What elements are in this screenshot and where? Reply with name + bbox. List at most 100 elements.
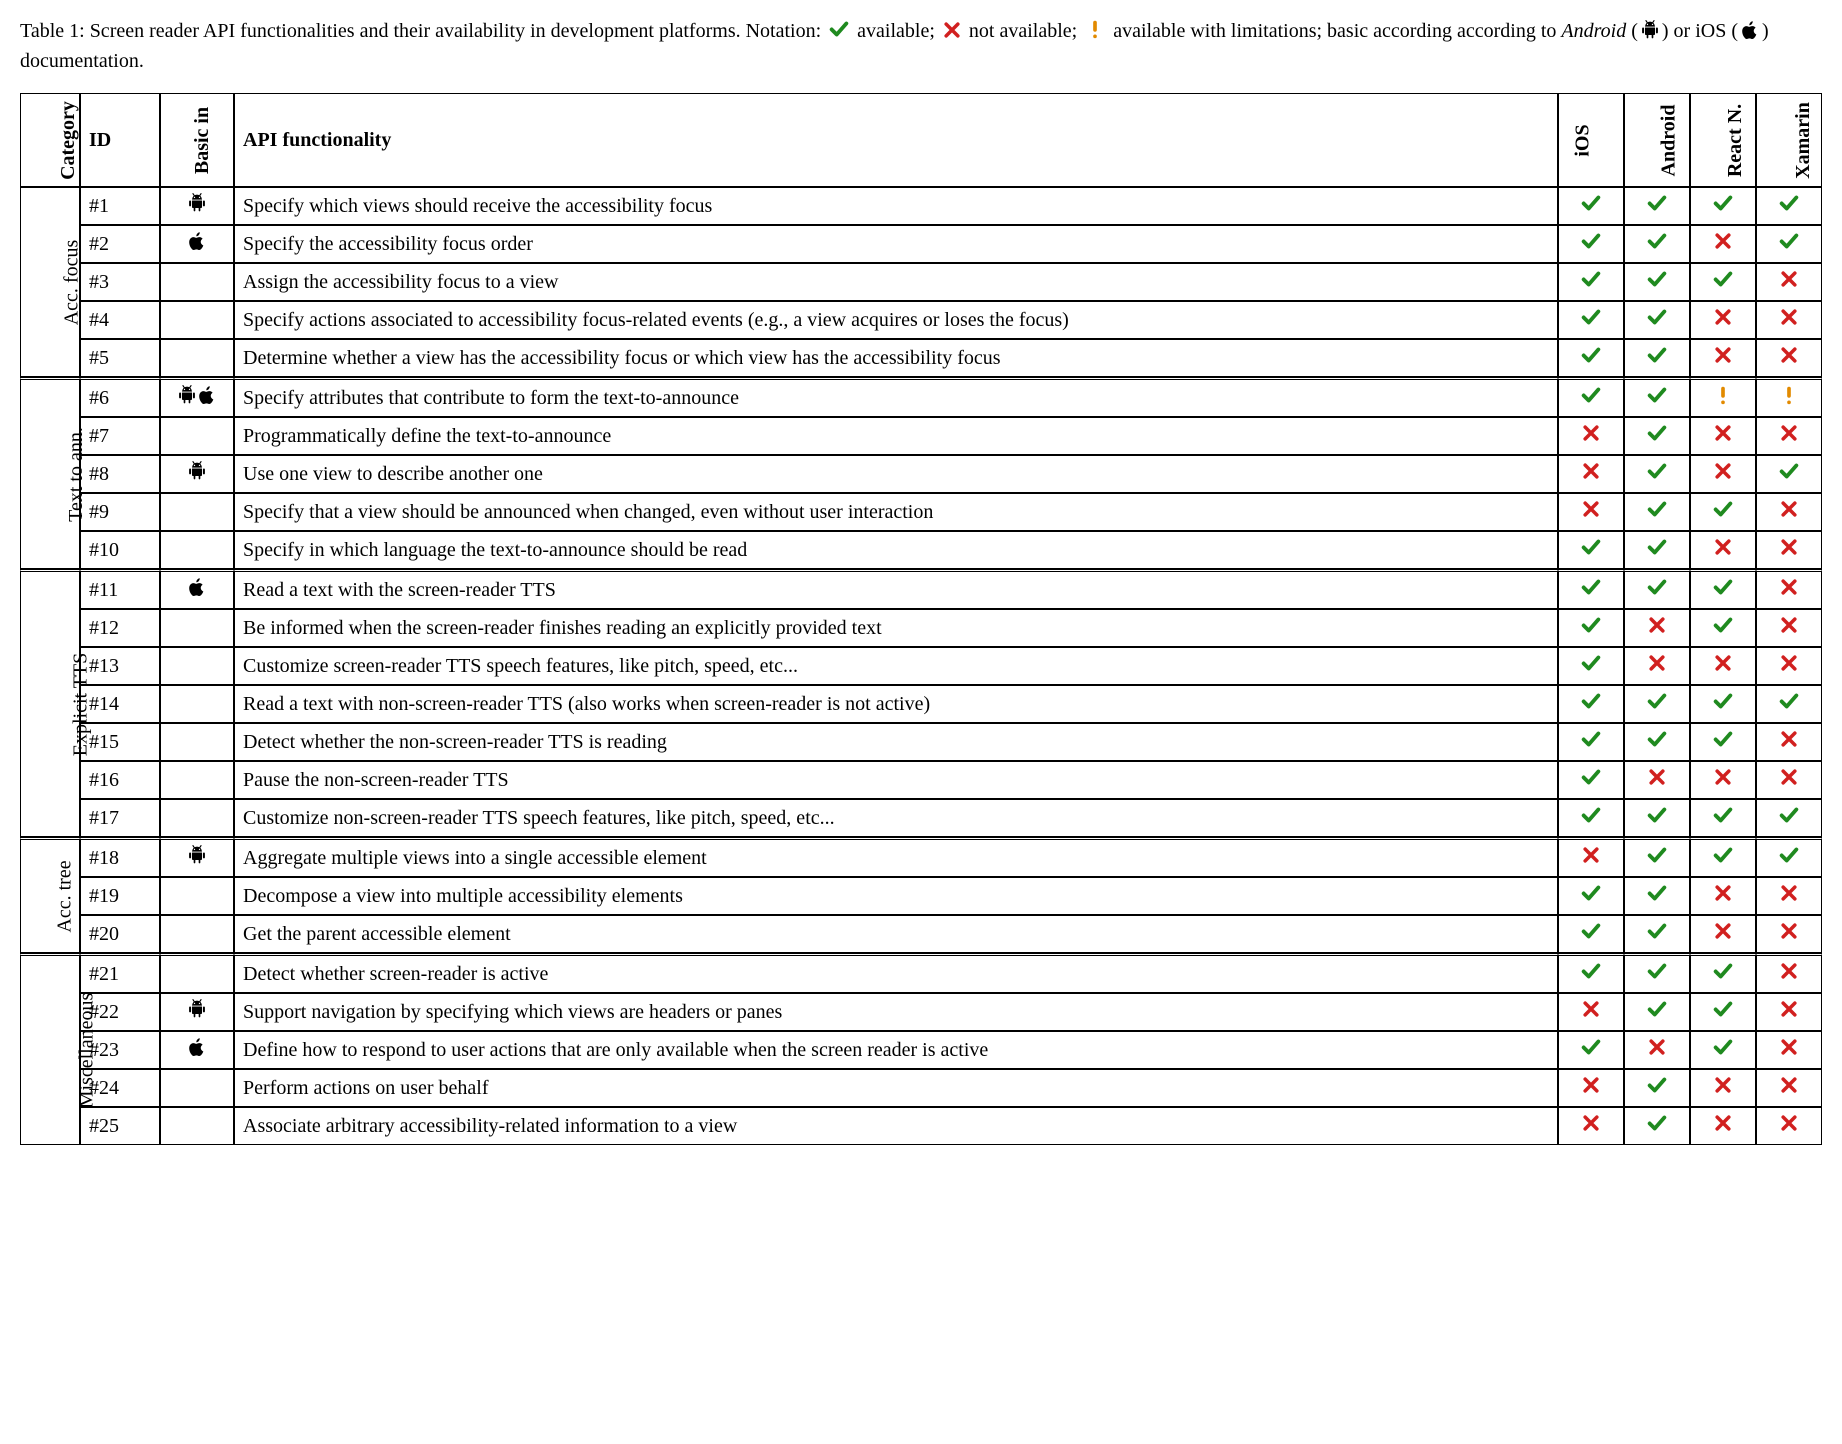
cross-icon — [1779, 999, 1799, 1023]
check-icon — [1646, 344, 1668, 370]
category-cell: Acc. tree — [20, 837, 80, 953]
platform-cell-android — [1624, 761, 1690, 799]
platform-cell-android — [1624, 915, 1690, 953]
platform-cell-react-n- — [1690, 455, 1756, 493]
android-icon — [177, 385, 197, 409]
basic-in-cell — [160, 647, 234, 685]
cross-icon — [1647, 767, 1667, 791]
table-row: #25Associate arbitrary accessibility-rel… — [20, 1107, 1822, 1145]
id-cell: #2 — [80, 225, 160, 263]
platform-cell-android — [1624, 493, 1690, 531]
cross-icon — [1581, 1075, 1601, 1099]
cross-icon — [942, 20, 962, 48]
check-icon — [1778, 804, 1800, 830]
id-cell: #9 — [80, 493, 160, 531]
platform-cell-android — [1624, 339, 1690, 377]
platform-cell-android — [1624, 531, 1690, 569]
platform-cell-react-n- — [1690, 377, 1756, 417]
functionality-cell: Detect whether screen-reader is active — [234, 953, 1558, 993]
basic-in-cell — [160, 531, 234, 569]
functionality-cell: Get the parent accessible element — [234, 915, 1558, 953]
platform-cell-ios — [1558, 417, 1624, 455]
platform-cell-xamarin — [1756, 953, 1822, 993]
header-category: Category — [20, 93, 80, 187]
header-basic-in: Basic in — [160, 93, 234, 187]
basic-in-cell — [160, 761, 234, 799]
basic-in-cell — [160, 1107, 234, 1145]
cross-icon — [1779, 307, 1799, 331]
table-row: #20Get the parent accessible element — [20, 915, 1822, 953]
table-row: #17Customize non-screen-reader TTS speec… — [20, 799, 1822, 837]
functionality-cell: Decompose a view into multiple accessibi… — [234, 877, 1558, 915]
table-row: Acc. focus#1Specify which views should r… — [20, 187, 1822, 225]
table-row: Explicit TTS#11Read a text with the scre… — [20, 569, 1822, 609]
functionality-cell: Specify attributes that contribute to fo… — [234, 377, 1558, 417]
platform-cell-xamarin — [1756, 377, 1822, 417]
id-cell: #18 — [80, 837, 160, 877]
check-icon — [1580, 192, 1602, 218]
basic-in-cell — [160, 915, 234, 953]
platform-cell-ios — [1558, 1069, 1624, 1107]
check-icon — [1778, 690, 1800, 716]
check-icon — [1712, 728, 1734, 754]
api-table-body: Acc. focus#1Specify which views should r… — [20, 187, 1822, 1145]
check-icon — [1580, 1036, 1602, 1062]
cross-icon — [1581, 461, 1601, 485]
platform-cell-android — [1624, 953, 1690, 993]
cross-icon — [1779, 577, 1799, 601]
functionality-cell: Detect whether the non-screen-reader TTS… — [234, 723, 1558, 761]
check-icon — [1778, 192, 1800, 218]
check-icon — [1712, 498, 1734, 524]
header-xamarin: Xamarin — [1756, 93, 1822, 187]
platform-cell-react-n- — [1690, 647, 1756, 685]
cross-icon — [1713, 883, 1733, 907]
table-caption: Table 1: Screen reader API functionaliti… — [20, 18, 1822, 75]
cross-icon — [1713, 1113, 1733, 1137]
cross-icon — [1779, 615, 1799, 639]
check-icon — [1580, 344, 1602, 370]
check-icon — [1646, 536, 1668, 562]
header-row: Category ID Basic in API functionality i… — [20, 93, 1822, 187]
basic-in-cell — [160, 877, 234, 915]
check-icon — [1580, 536, 1602, 562]
table-row: #23Define how to respond to user actions… — [20, 1031, 1822, 1069]
cross-icon — [1647, 1037, 1667, 1061]
platform-cell-react-n- — [1690, 531, 1756, 569]
platform-cell-xamarin — [1756, 915, 1822, 953]
functionality-cell: Specify the accessibility focus order — [234, 225, 1558, 263]
functionality-cell: Aggregate multiple views into a single a… — [234, 837, 1558, 877]
platform-cell-xamarin — [1756, 761, 1822, 799]
platform-cell-ios — [1558, 609, 1624, 647]
id-cell: #19 — [80, 877, 160, 915]
check-icon — [1712, 960, 1734, 986]
id-cell: #4 — [80, 301, 160, 339]
header-android: Android — [1624, 93, 1690, 187]
table-row: Text to ann.#6Specify attributes that co… — [20, 377, 1822, 417]
caption-paren-open: ( — [1626, 20, 1638, 42]
check-icon — [1712, 804, 1734, 830]
cross-icon — [1713, 423, 1733, 447]
platform-cell-react-n- — [1690, 915, 1756, 953]
check-icon — [1646, 230, 1668, 256]
table-row: #16Pause the non-screen-reader TTS — [20, 761, 1822, 799]
android-icon — [187, 193, 207, 217]
platform-cell-android — [1624, 417, 1690, 455]
platform-cell-ios — [1558, 837, 1624, 877]
warn-icon — [1712, 384, 1734, 410]
cross-icon — [1581, 499, 1601, 523]
check-icon — [1580, 384, 1602, 410]
platform-cell-ios — [1558, 263, 1624, 301]
check-icon — [828, 18, 850, 44]
basic-in-cell — [160, 799, 234, 837]
check-icon — [1778, 460, 1800, 486]
platform-cell-xamarin — [1756, 531, 1822, 569]
apple-icon — [197, 385, 217, 409]
check-icon — [1646, 498, 1668, 524]
platform-cell-react-n- — [1690, 837, 1756, 877]
platform-cell-xamarin — [1756, 417, 1822, 455]
platform-cell-ios — [1558, 799, 1624, 837]
cross-icon — [1581, 423, 1601, 447]
functionality-cell: Read a text with the screen-reader TTS — [234, 569, 1558, 609]
cross-icon — [1779, 653, 1799, 677]
platform-cell-xamarin — [1756, 455, 1822, 493]
